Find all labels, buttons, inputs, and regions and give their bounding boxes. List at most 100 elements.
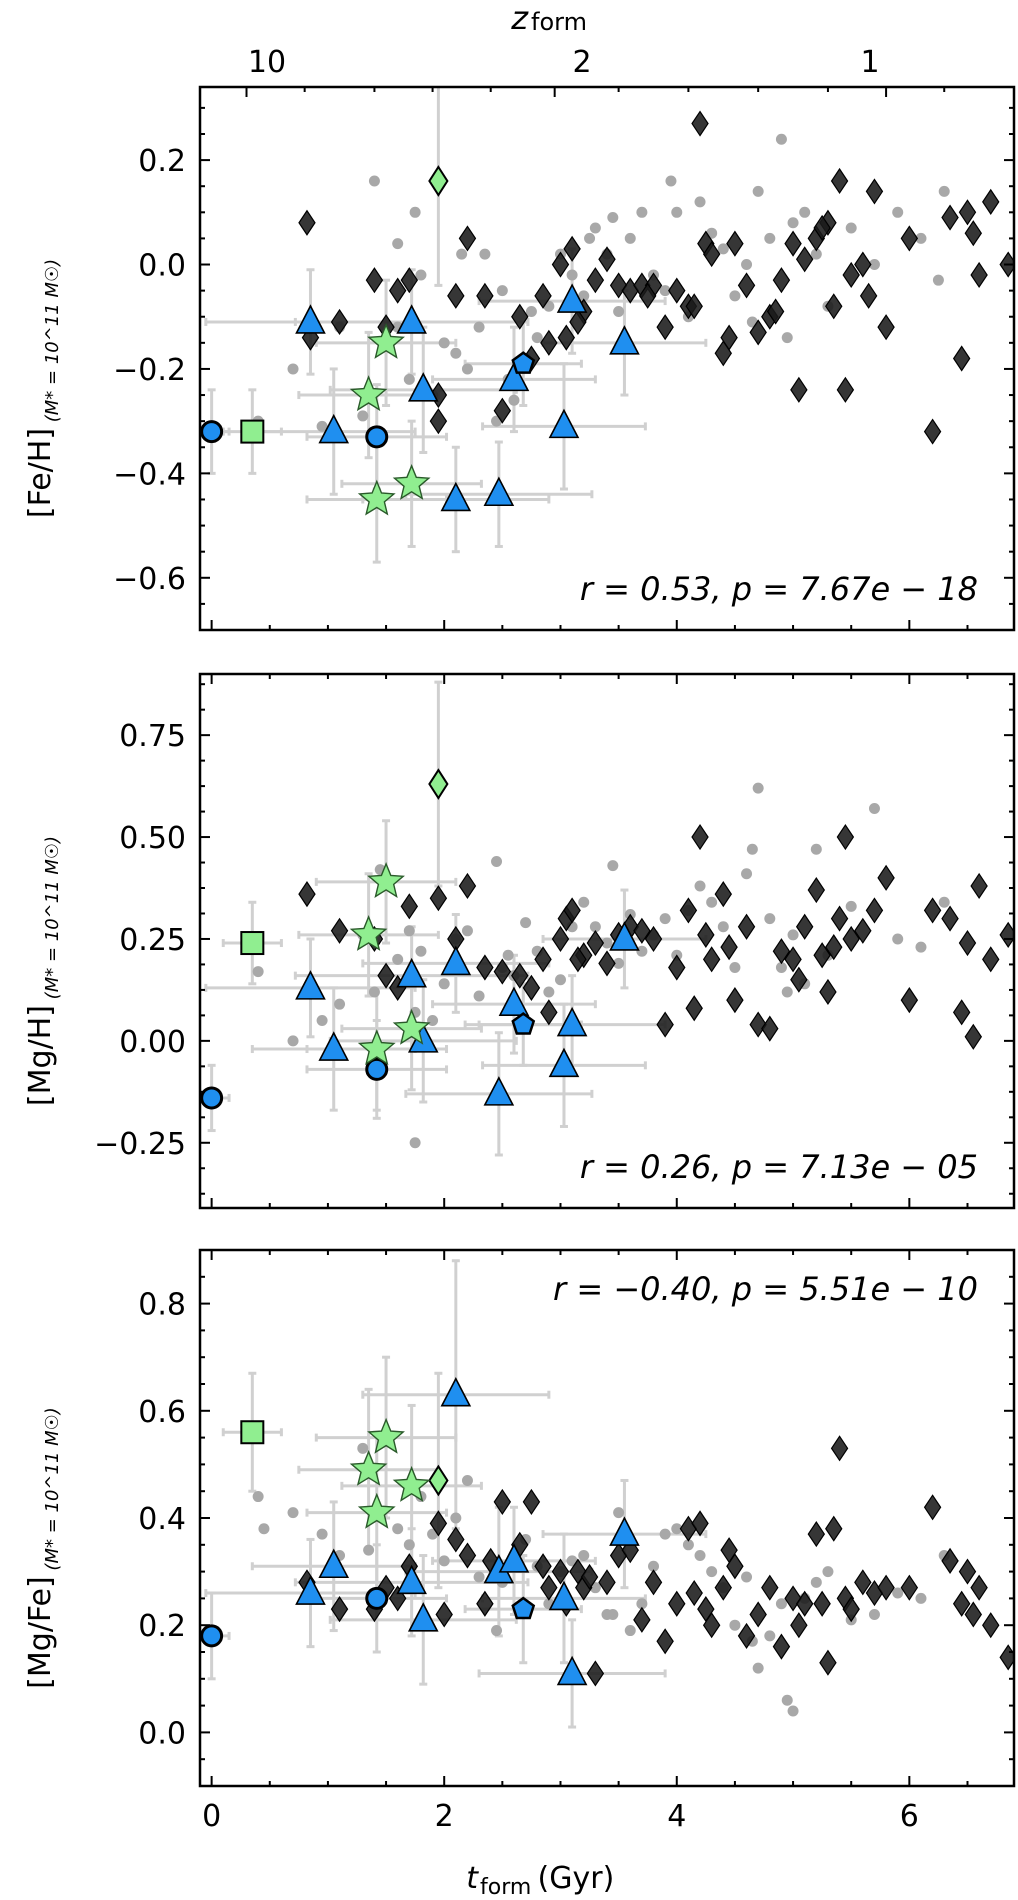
x-axis-label-sub: form — [480, 1875, 531, 1900]
diamond-marker — [813, 214, 831, 242]
diamond-marker — [825, 293, 843, 320]
diamond-marker — [854, 1569, 872, 1596]
gray-point — [409, 1137, 421, 1149]
y-tick-label: −0.4 — [113, 457, 186, 492]
gray-point — [287, 363, 299, 375]
triangle-marker — [609, 1516, 640, 1546]
diamond-marker — [772, 938, 791, 965]
gray-point — [764, 232, 776, 244]
y-tick-label: 0.75 — [119, 719, 186, 754]
diamond-marker — [493, 958, 512, 985]
diamond-marker — [877, 1574, 895, 1601]
gray-point — [729, 290, 741, 302]
gray-point — [491, 1625, 503, 1637]
diamond-marker — [534, 946, 552, 973]
pentagon-marker — [511, 1596, 536, 1620]
triangle-marker — [548, 1580, 580, 1611]
diamond-marker — [720, 1537, 738, 1564]
y-tick-label: −0.2 — [113, 353, 186, 388]
triangle-marker — [498, 361, 530, 392]
triangle-marker — [548, 1047, 580, 1078]
gray-point — [392, 1523, 404, 1535]
gray-point — [543, 986, 555, 998]
gray-point — [258, 1523, 270, 1535]
diamond-marker — [795, 913, 814, 940]
star-marker — [367, 322, 405, 359]
y-axis-label: [Mg/Fe] (M* = 10^11 M☉) — [23, 1407, 63, 1689]
triangle-marker — [318, 1031, 350, 1061]
diamond-marker — [737, 913, 756, 940]
gray-point — [607, 1608, 619, 1620]
star-marker — [392, 1008, 431, 1045]
diamond-marker — [865, 897, 884, 924]
star-marker — [392, 1465, 431, 1502]
y-tick-label: 0.25 — [119, 923, 186, 958]
diamond-marker — [569, 946, 587, 973]
diamond-marker — [749, 1601, 767, 1628]
diamond-marker — [668, 954, 686, 981]
diamond-marker — [952, 345, 971, 372]
gray-point — [636, 206, 648, 218]
diamond-marker — [842, 1596, 860, 1623]
diamond-marker — [522, 974, 541, 1001]
plot-area — [200, 1259, 1014, 1729]
diamond-marker — [761, 1015, 779, 1042]
gray-point — [584, 232, 596, 244]
circle-marker — [200, 420, 224, 444]
diamond-marker — [691, 1510, 709, 1537]
diamond-marker — [586, 1660, 605, 1687]
gray-point — [915, 941, 927, 953]
diamond-marker — [737, 1622, 756, 1650]
diamond-marker — [377, 962, 395, 989]
circle-marker — [200, 1624, 224, 1648]
plot-area — [200, 680, 1014, 1157]
diamond-marker — [720, 934, 738, 961]
triangle-marker — [548, 408, 580, 439]
gray-point — [415, 945, 427, 957]
diamond-marker — [766, 298, 785, 325]
pentagon-marker — [511, 1012, 536, 1035]
diamond-marker — [900, 987, 919, 1014]
gray-point — [892, 933, 904, 945]
gray-point — [932, 274, 944, 286]
diamond-marker — [400, 893, 419, 920]
diamond-marker — [900, 225, 919, 252]
star-marker — [357, 479, 396, 516]
diamond-marker — [819, 1649, 837, 1676]
diamond-marker — [586, 929, 605, 957]
gray-point — [659, 913, 671, 925]
diamond-marker — [859, 282, 878, 309]
diamond-marker — [702, 1612, 721, 1639]
gray-point — [578, 1550, 590, 1562]
gray-point — [461, 363, 473, 375]
gray-point — [473, 1571, 485, 1583]
diamond-marker — [900, 1574, 919, 1601]
gray-point — [334, 998, 346, 1010]
gray-point — [450, 1512, 462, 1524]
square-marker — [240, 931, 265, 956]
diamond-marker — [836, 823, 855, 851]
diamond-marker — [970, 261, 988, 289]
diamond-marker — [842, 261, 860, 289]
axes-frame — [198, 85, 1016, 632]
gray-point — [787, 929, 799, 941]
diamond-marker — [790, 966, 808, 993]
diamond-marker — [656, 1011, 674, 1038]
gray-point — [729, 1619, 741, 1631]
top-tick-label-2: 2 — [572, 45, 591, 80]
square-marker — [240, 1420, 265, 1445]
diamond-marker — [784, 946, 802, 973]
diamond-marker — [668, 277, 686, 304]
diamond-marker — [761, 1574, 779, 1601]
diamond-marker — [691, 823, 709, 851]
gray-point — [764, 913, 776, 925]
diamond-marker — [435, 1601, 453, 1628]
gray-point — [892, 206, 904, 218]
ticks — [200, 674, 1014, 1208]
gray-point — [316, 1014, 328, 1026]
triangle-marker — [483, 1076, 515, 1106]
diamond-marker — [749, 319, 767, 346]
x-axis-label: t — [466, 1861, 479, 1896]
diamond-marker — [540, 329, 558, 356]
diamond-marker — [784, 230, 802, 257]
